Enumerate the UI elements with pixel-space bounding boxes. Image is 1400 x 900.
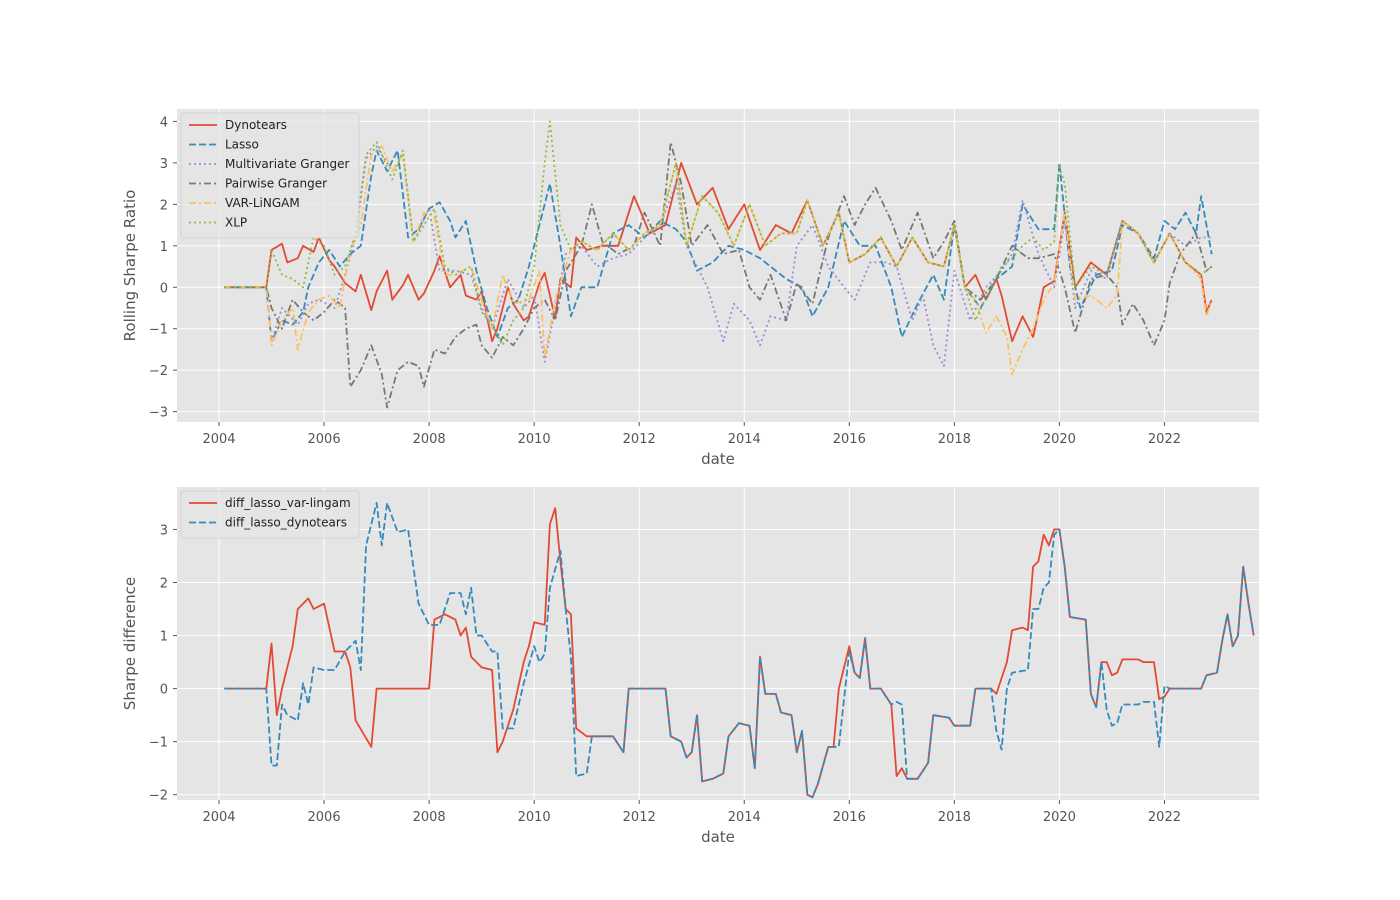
x-axis-label: date bbox=[701, 450, 735, 468]
y-tick-label: −2 bbox=[149, 364, 168, 379]
panel-rolling-sharpe: 2004 2006 2008 2010 2012 2014 2016 2018 2020 2022… bbox=[121, 109, 1259, 468]
x-tick-label: 2018 bbox=[938, 432, 971, 447]
legend-entry-label: diff_lasso_dynotears bbox=[225, 516, 347, 530]
x-tick-label: 2012 bbox=[623, 432, 656, 447]
y-tick-label: 1 bbox=[160, 630, 168, 645]
legend-entry-label: Multivariate Granger bbox=[225, 157, 350, 171]
x-tick-label: 2014 bbox=[728, 432, 761, 447]
x-tick-label: 2006 bbox=[308, 810, 341, 825]
legend-entry-label: VAR-LiNGAM bbox=[225, 196, 300, 210]
x-tick-label: 2018 bbox=[938, 810, 971, 825]
y-tick-label: 1 bbox=[160, 240, 168, 255]
legend-entry-label: diff_lasso_var-lingam bbox=[225, 496, 351, 510]
y-axis-label: Sharpe difference bbox=[121, 577, 139, 710]
x-tick-label: 2004 bbox=[202, 810, 235, 825]
x-tick-label: 2008 bbox=[413, 810, 446, 825]
y-axis-label: Rolling Sharpe Ratio bbox=[121, 190, 139, 342]
plot-area bbox=[177, 487, 1259, 800]
series-line-diff-lasso-dynotears bbox=[224, 502, 1255, 799]
x-tick-label: 2010 bbox=[518, 810, 551, 825]
series-line-dynotears bbox=[224, 162, 1213, 343]
x-tick-label: 2014 bbox=[728, 810, 761, 825]
x-tick-label: 2016 bbox=[833, 432, 866, 447]
x-tick-label: 2004 bbox=[202, 432, 235, 447]
y-tick-label: 3 bbox=[160, 157, 168, 172]
y-tick-label: −1 bbox=[149, 736, 168, 751]
legend-entry-label: Dynotears bbox=[225, 118, 287, 132]
y-tick-label: 0 bbox=[160, 683, 168, 698]
x-tick-label: 2006 bbox=[308, 432, 341, 447]
legend-box bbox=[180, 490, 360, 539]
y-tick-label: 2 bbox=[160, 576, 168, 591]
legend-box bbox=[180, 112, 360, 239]
panel-sharpe-difference: 2004 2006 2008 2010 2012 2014 2016 2018 2020 2022… bbox=[121, 487, 1259, 846]
x-tick-label: 2020 bbox=[1043, 432, 1076, 447]
x-tick-label: 2012 bbox=[623, 810, 656, 825]
y-tick-label: 4 bbox=[160, 115, 168, 130]
y-tick-label: 2 bbox=[160, 198, 168, 213]
y-tick-label: −3 bbox=[149, 406, 168, 421]
y-tick-label: 3 bbox=[160, 523, 168, 538]
y-tick-label: 0 bbox=[160, 281, 168, 296]
x-tick-label: 2016 bbox=[833, 810, 866, 825]
y-tick-label: −2 bbox=[149, 789, 168, 804]
x-axis-label: date bbox=[701, 828, 735, 846]
legend-entry-label: Lasso bbox=[225, 138, 259, 152]
series-line-lasso bbox=[224, 149, 1213, 343]
x-tick-label: 2022 bbox=[1148, 432, 1181, 447]
legend-entry-label: XLP bbox=[225, 216, 247, 230]
y-tick-label: −1 bbox=[149, 323, 168, 338]
x-tick-label: 2020 bbox=[1043, 810, 1076, 825]
x-tick-label: 2008 bbox=[413, 432, 446, 447]
legend-entry-label: Pairwise Granger bbox=[225, 177, 327, 191]
series-line-pairwise-granger bbox=[224, 141, 1213, 409]
x-tick-label: 2022 bbox=[1148, 810, 1181, 825]
x-tick-label: 2010 bbox=[518, 432, 551, 447]
